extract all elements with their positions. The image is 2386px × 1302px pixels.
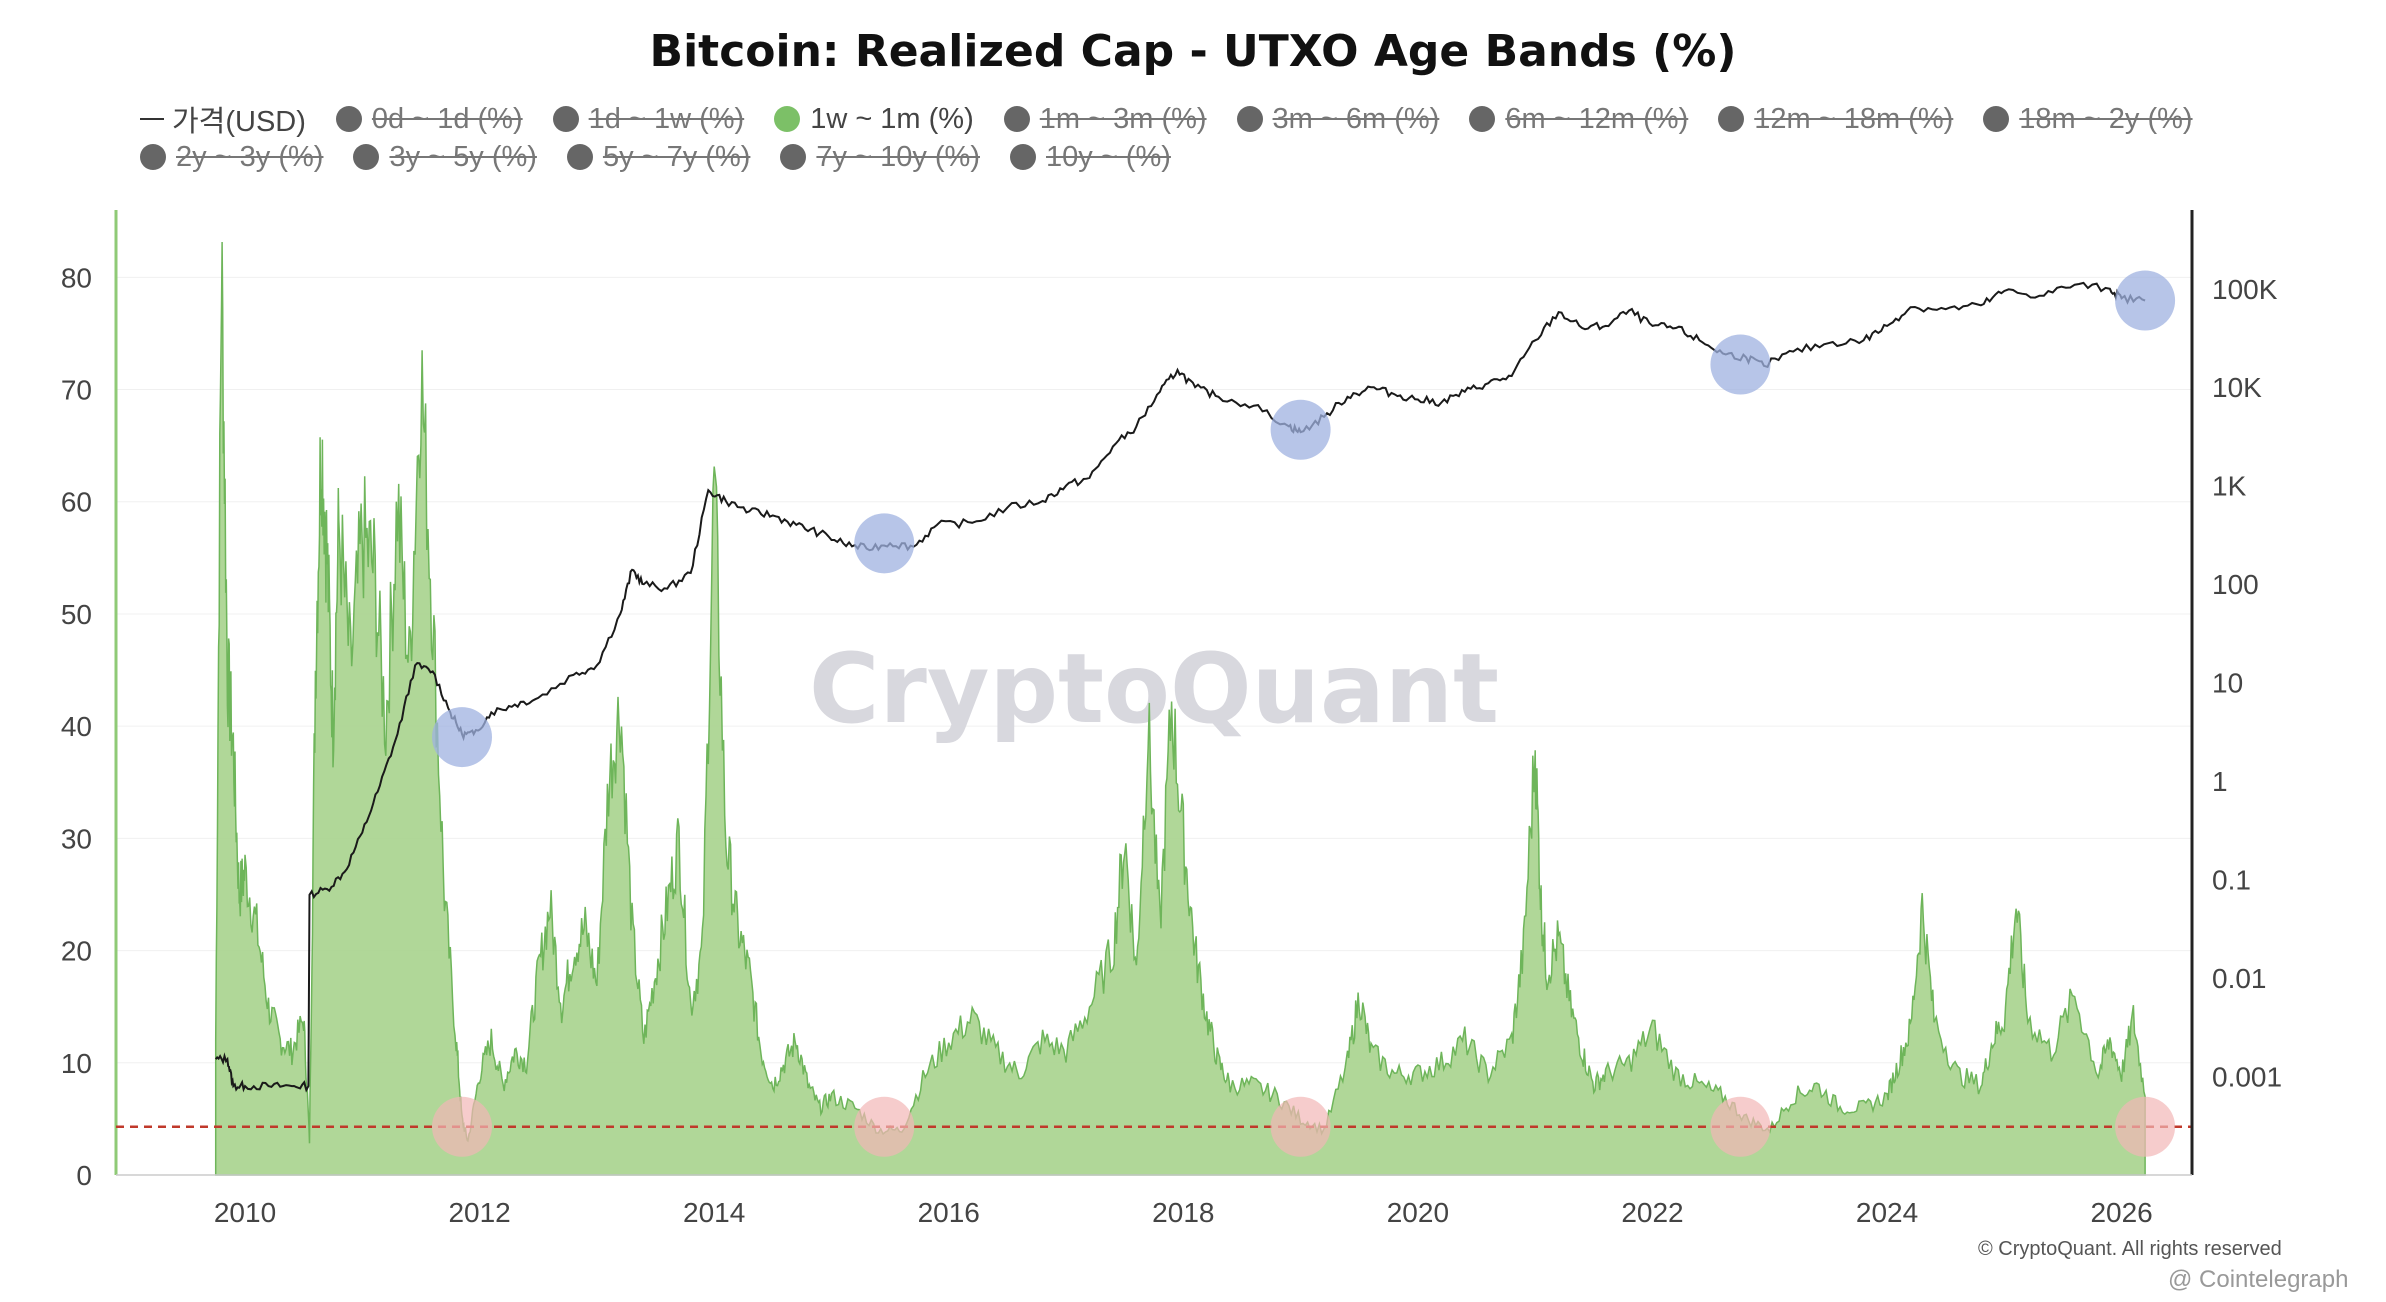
legend-dot-icon — [1010, 144, 1036, 170]
top-marker — [854, 513, 915, 574]
legend-item[interactable]: 1w ~ 1m (%) — [774, 103, 974, 136]
legend-label: 18m ~ 2y (%) — [2019, 102, 2193, 135]
y-left-tick-label: 10 — [61, 1048, 92, 1079]
legend-item[interactable]: 3y ~ 5y (%) — [353, 140, 537, 174]
y-right-tick-label: 0.1 — [2212, 865, 2251, 896]
legend-dot-icon — [1983, 106, 2010, 132]
watermark-text: CryptoQuant — [809, 633, 1499, 745]
top-marker — [432, 707, 492, 768]
legend-label: 7y ~ 10y (%) — [816, 140, 980, 173]
y-right-tick-label: 1K — [2212, 471, 2247, 502]
y-left-tick-label: 70 — [61, 375, 92, 406]
legend-row: 가격(USD) 0d ~ 1d (%) 1d ~ 1w (%) 1w ~ 1m (%)… — [140, 100, 2240, 138]
y-left-tick-label: 60 — [61, 487, 92, 518]
bottom-marker — [2115, 1096, 2176, 1157]
top-marker — [1270, 399, 1331, 460]
bottom-marker — [1270, 1096, 1331, 1157]
legend-label: 2y ~ 3y (%) — [176, 140, 324, 173]
legend-item[interactable]: 6m ~ 12m (%) — [1469, 103, 1688, 136]
legend-item[interactable]: 1d ~ 1w (%) — [552, 102, 745, 136]
credit-text: @ Cointelegraph — [2168, 1266, 2349, 1293]
legend-item[interactable]: 7y ~ 10y (%) — [780, 141, 980, 174]
legend-item[interactable]: 가격(USD) — [140, 98, 306, 140]
y-left-tick-label: 20 — [61, 936, 92, 967]
legend-label: 10y ~ (%) — [1046, 140, 1171, 173]
y-right-tick-label: 100 — [2212, 569, 2259, 600]
legend-item[interactable]: 0d ~ 1d (%) — [335, 102, 523, 136]
legend-dot-icon — [566, 144, 593, 170]
y-right-tick-label: 0.001 — [2212, 1062, 2282, 1093]
x-tick-label: 2016 — [918, 1197, 980, 1228]
x-tick-label: 2018 — [1152, 1197, 1214, 1228]
x-tick-label: 2014 — [683, 1197, 745, 1228]
legend-dot-icon — [353, 144, 380, 170]
legend: 가격(USD) 0d ~ 1d (%) 1d ~ 1w (%) 1w ~ 1m (%)… — [140, 100, 2240, 176]
legend-label: 12m ~ 18m (%) — [1754, 102, 1954, 135]
y-right-tick-label: 10K — [2212, 372, 2262, 403]
legend-label: 3y ~ 5y (%) — [389, 140, 537, 173]
legend-label: 1d ~ 1w (%) — [588, 102, 745, 135]
legend-label: 1w ~ 1m (%) — [810, 102, 974, 135]
legend-label: 6m ~ 12m (%) — [1505, 102, 1689, 135]
chart-title: Bitcoin: Realized Cap - UTXO Age Bands (… — [649, 26, 1737, 77]
legend-dot-icon — [335, 106, 362, 132]
legend-item[interactable]: 18m ~ 2y (%) — [1983, 102, 2193, 136]
series-1w-1m-area — [214, 241, 2146, 1176]
x-tick-label: 2012 — [448, 1197, 510, 1228]
legend-dot-icon — [1003, 106, 1030, 132]
legend-label: 1m ~ 3m (%) — [1039, 102, 1207, 135]
legend-item[interactable]: 3m ~ 6m (%) — [1236, 102, 1440, 136]
y-left-tick-label: 0 — [76, 1160, 92, 1191]
y-right-tick-label: 10 — [2212, 668, 2243, 699]
legend-dot-icon — [1469, 106, 1496, 132]
y-left-tick-label: 80 — [61, 262, 92, 293]
y-left-tick-label: 40 — [61, 711, 92, 742]
x-tick-label: 2022 — [1621, 1197, 1683, 1228]
x-tick-label: 2026 — [2090, 1197, 2152, 1228]
legend-label: 0d ~ 1d (%) — [371, 102, 523, 135]
legend-dot-icon — [552, 106, 579, 132]
legend-item[interactable]: 2y ~ 3y (%) — [140, 141, 323, 174]
legend-dot-icon — [1236, 106, 1263, 132]
legend-label: 3m ~ 6m (%) — [1272, 102, 1440, 135]
y-left-tick-label: 50 — [61, 599, 92, 630]
legend-row: 2y ~ 3y (%) 3y ~ 5y (%) 5y ~ 7y (%) 7y ~ 10… — [140, 138, 2240, 176]
y-right-tick-label: 0.01 — [2212, 963, 2267, 994]
legend-item[interactable]: 10y ~ (%) — [1010, 141, 1171, 174]
legend-dot-icon — [1718, 106, 1745, 132]
legend-line-icon — [140, 118, 164, 120]
y-left-tick-label: 30 — [61, 823, 92, 854]
x-tick-label: 2020 — [1387, 1197, 1449, 1228]
x-tick-label: 2010 — [214, 1197, 276, 1228]
y-right-tick-label: 1 — [2212, 766, 2228, 797]
bottom-marker — [432, 1096, 492, 1157]
legend-label: 가격(USD) — [172, 106, 306, 138]
legend-dot-icon — [774, 106, 801, 132]
legend-item[interactable]: 12m ~ 18m (%) — [1718, 103, 1953, 136]
legend-dot-icon — [140, 144, 166, 170]
top-marker — [1710, 334, 1771, 395]
bottom-marker — [1710, 1096, 1771, 1157]
top-marker — [2115, 270, 2176, 331]
x-tick-label: 2024 — [1856, 1197, 1918, 1228]
bottom-marker — [854, 1096, 915, 1157]
y-right-tick-label: 100K — [2212, 274, 2278, 305]
legend-label: 5y ~ 7y (%) — [602, 140, 751, 173]
legend-item[interactable]: 5y ~ 7y (%) — [566, 140, 751, 174]
legend-item[interactable]: 1m ~ 3m (%) — [1003, 102, 1207, 136]
copyright-text: © CryptoQuant. All rights reserved — [1978, 1238, 2282, 1260]
legend-dot-icon — [780, 144, 807, 170]
